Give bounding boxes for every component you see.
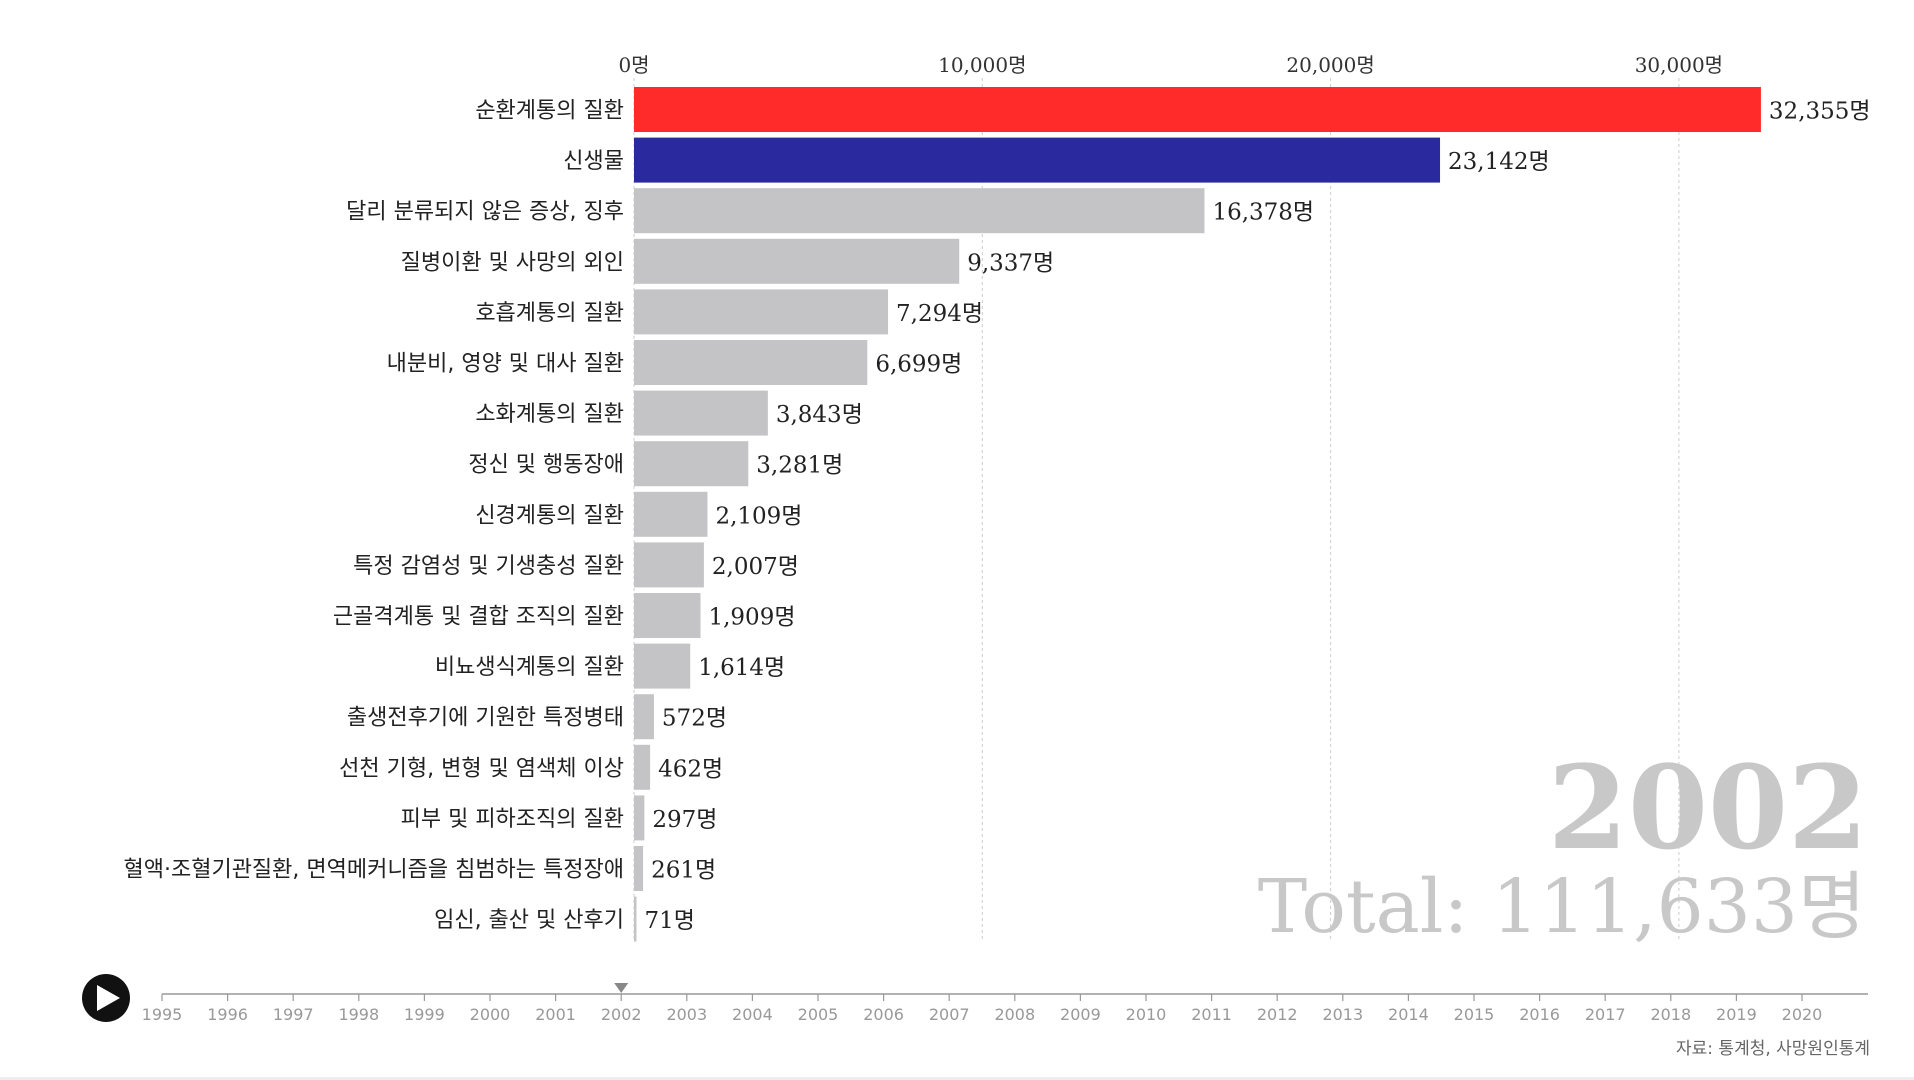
- timeline-year-label[interactable]: 2020: [1782, 1005, 1823, 1024]
- category-label: 출생전후기에 기원한 특정병태: [347, 706, 624, 731]
- category-label: 특정 감염성 및 기생충성 질환: [353, 554, 624, 579]
- timeline-year-label[interactable]: 2010: [1126, 1005, 1167, 1024]
- timeline-year-label[interactable]: 2007: [929, 1005, 970, 1024]
- source-note: 자료: 통계청, 사망원인통계: [1676, 1039, 1870, 1059]
- category-label: 비뇨생식계통의 질환: [435, 655, 624, 680]
- bar: [634, 340, 868, 385]
- category-label: 호흡계통의 질환: [475, 301, 624, 326]
- value-label: 261명: [651, 858, 716, 884]
- category-label: 소화계통의 질환: [475, 402, 624, 427]
- year-watermark: 2002: [1548, 741, 1868, 876]
- x-tick-label: 20,000명: [1286, 53, 1374, 77]
- timeline-year-label[interactable]: 2003: [666, 1005, 707, 1024]
- value-label: 3,843명: [776, 402, 863, 428]
- timeline-year-label[interactable]: 2004: [732, 1005, 773, 1024]
- timeline-year-label[interactable]: 2019: [1716, 1005, 1757, 1024]
- value-label: 1,909명: [708, 605, 795, 631]
- bar: [634, 542, 704, 588]
- bar: [634, 289, 889, 335]
- bar: [634, 694, 654, 740]
- category-label: 혈액·조혈기관질환, 면역메커니즘을 침범하는 특정장애: [124, 858, 625, 883]
- bar: [634, 238, 960, 284]
- x-tick-label: 30,000명: [1635, 53, 1723, 77]
- timeline-year-label[interactable]: 2009: [1060, 1005, 1101, 1024]
- bar: [634, 896, 637, 942]
- x-tick-label: 0명: [618, 53, 649, 77]
- category-label: 순환계통의 질환: [475, 99, 624, 124]
- timeline-year-label[interactable]: 2005: [798, 1005, 839, 1024]
- timeline-year-label[interactable]: 2006: [863, 1005, 904, 1024]
- timeline-year-label[interactable]: 2013: [1322, 1005, 1363, 1024]
- play-icon[interactable]: [97, 985, 120, 1011]
- timeline-year-label[interactable]: 1997: [273, 1005, 314, 1024]
- bar: [634, 87, 1761, 132]
- total-watermark: Total: 111,633명: [1258, 864, 1866, 950]
- timeline-marker-icon[interactable]: [614, 983, 629, 993]
- category-label: 근골격계통 및 결합 조직의 질환: [333, 605, 624, 630]
- bar: [634, 744, 651, 790]
- value-label: 297명: [652, 807, 717, 833]
- bar: [634, 795, 645, 841]
- value-label: 2,109명: [715, 503, 802, 529]
- value-label: 32,355명: [1769, 99, 1871, 125]
- value-label: 7,294명: [896, 301, 983, 327]
- category-label: 임신, 출산 및 산후기: [434, 908, 624, 933]
- bar: [634, 846, 644, 891]
- bar: [634, 390, 768, 436]
- bar: [634, 188, 1205, 234]
- timeline-ticks: 1995 1996 1997 1998 1999 2000 2001 2002 2003 2004…: [142, 994, 1823, 1024]
- value-label: 9,337명: [967, 250, 1054, 276]
- timeline-year-label[interactable]: 1998: [338, 1005, 379, 1024]
- timeline-year-label[interactable]: 2018: [1650, 1005, 1691, 1024]
- grid-layer: 0명 10,000명 20,000명 30,000명: [618, 53, 1723, 940]
- category-label: 피부 및 피하조직의 질환: [401, 807, 624, 832]
- timeline-year-label[interactable]: 2011: [1191, 1005, 1232, 1024]
- value-label: 572명: [662, 706, 727, 732]
- value-label: 2,007명: [712, 554, 799, 580]
- value-label: 3,281명: [756, 453, 843, 479]
- timeline[interactable]: 1995 1996 1997 1998 1999 2000 2001 2002 2003 2004…: [82, 974, 1868, 1024]
- bar: [634, 491, 708, 537]
- timeline-year-label[interactable]: 2001: [535, 1005, 576, 1024]
- value-label: 71명: [644, 908, 694, 934]
- value-label: 16,378명: [1212, 200, 1314, 226]
- timeline-year-label[interactable]: 1996: [207, 1005, 248, 1024]
- category-label: 선천 기형, 변형 및 염색체 이상: [339, 756, 624, 781]
- timeline-year-label[interactable]: 1999: [404, 1005, 445, 1024]
- timeline-year-label[interactable]: 2000: [470, 1005, 511, 1024]
- timeline-year-label[interactable]: 2002: [601, 1005, 642, 1024]
- bar: [634, 137, 1441, 183]
- timeline-year-label[interactable]: 2016: [1519, 1005, 1560, 1024]
- value-label: 1,614명: [698, 655, 785, 681]
- timeline-year-label[interactable]: 2008: [994, 1005, 1035, 1024]
- page-bottom-border: [0, 1077, 1914, 1080]
- bar: [634, 643, 691, 689]
- timeline-year-label[interactable]: 2015: [1454, 1005, 1495, 1024]
- timeline-year-label[interactable]: 2017: [1585, 1005, 1626, 1024]
- bar: [634, 441, 749, 487]
- timeline-year-label[interactable]: 2014: [1388, 1005, 1429, 1024]
- value-label: 6,699명: [875, 352, 962, 378]
- value-label: 462명: [658, 756, 723, 782]
- category-label: 신생물: [563, 149, 624, 174]
- timeline-year-label[interactable]: 2012: [1257, 1005, 1298, 1024]
- category-label: 질병이환 및 사망의 외인: [401, 250, 624, 275]
- x-tick-label: 10,000명: [938, 53, 1026, 77]
- bar: [634, 593, 701, 638]
- category-label: 달리 분류되지 않은 증상, 징후: [346, 200, 624, 225]
- category-label: 내분비, 영양 및 대사 질환: [387, 352, 624, 377]
- category-label: 정신 및 행동장애: [468, 453, 624, 478]
- value-label: 23,142명: [1448, 149, 1550, 175]
- category-label: 신경계통의 질환: [475, 503, 624, 528]
- timeline-year-label[interactable]: 1995: [142, 1005, 183, 1024]
